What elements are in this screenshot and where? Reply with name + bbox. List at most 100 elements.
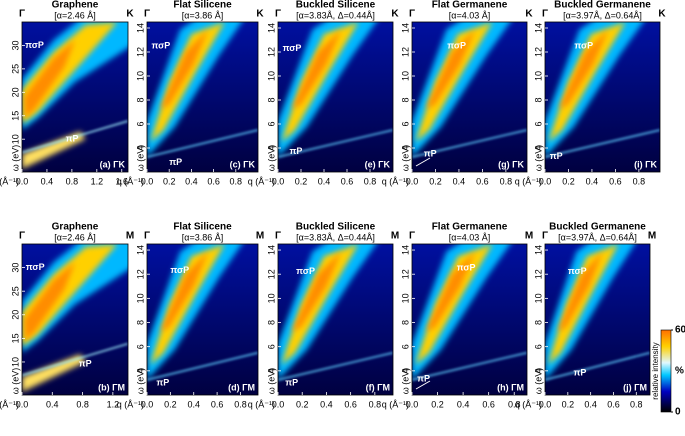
x-tick-label: 0.0	[539, 399, 552, 409]
annotation: πP	[66, 134, 79, 144]
x-tick-label: 0.2	[296, 399, 309, 409]
start-label: Γ	[144, 231, 150, 242]
x-tick-label: 0.0	[406, 399, 419, 409]
x-axis-label: q (Å⁻¹)	[0, 176, 19, 186]
chart-subtitle: [α=4.03 Å]	[449, 232, 490, 242]
y-axis-label: ω (eV)	[266, 368, 276, 395]
x-tick-label: 0.6	[207, 176, 220, 186]
band	[412, 351, 527, 381]
y-axis-label: ω (eV)	[533, 145, 543, 172]
intensity-region	[278, 244, 377, 380]
y-tick-label: 8	[533, 320, 543, 325]
start-label: Γ	[542, 9, 548, 20]
x-tick-label: 0.8	[508, 399, 521, 409]
panel: Graphene[α=2.46 Å] Γ K (a) ΓK πσP πP 0.0 0.4 0.8…	[0, 0, 134, 186]
x-tick-label: 0.0	[272, 399, 285, 409]
chart-title: Buckled Silicene	[296, 0, 376, 11]
y-tick-label: 8	[266, 320, 276, 325]
y-tick-label: 14	[266, 23, 276, 33]
chart-subtitle: [α=3.83Å, Δ=0.44Å]	[296, 232, 375, 242]
intensity-region	[545, 244, 635, 380]
y-tick-label: 4	[533, 145, 543, 150]
annotation: πσP	[447, 40, 466, 50]
y-tick-label: 6	[400, 344, 410, 349]
start-label: Γ	[19, 231, 25, 242]
intensity-region	[548, 22, 626, 142]
intensity-region	[22, 131, 86, 169]
x-tick-label: 1.2	[107, 399, 120, 409]
y-axis-label: ω (eV)	[533, 368, 543, 395]
intensity-region	[147, 22, 242, 157]
intensity-region	[22, 244, 128, 353]
x-tick-label: 0.4	[187, 399, 200, 409]
x-axis-label: q (Å⁻¹)	[248, 176, 275, 186]
x-tick-label: 0.0	[539, 176, 552, 186]
end-label: M	[525, 231, 533, 242]
y-tick-label: 8	[400, 320, 410, 325]
colorbar	[660, 329, 672, 413]
y-tick-label: 6	[266, 344, 276, 349]
intensity-region	[545, 22, 644, 157]
y-tick-label: 12	[400, 269, 410, 279]
x-tick-label: 0.4	[46, 399, 59, 409]
band	[278, 129, 393, 158]
intensity-region	[150, 244, 225, 365]
x-tick-label: 0.8	[66, 176, 79, 186]
panel: Buckled Silicene[α=3.83Å, Δ=0.44Å]Γ M(f) …	[248, 222, 399, 410]
colorbar-tick-label: 0	[675, 407, 681, 418]
y-tick-label: 6	[266, 121, 276, 126]
y-axis-label: ω (eV)	[135, 368, 145, 395]
x-tick-label: 0.8	[633, 176, 646, 186]
chart-title: Flat Silicene	[173, 222, 232, 233]
x-axis-label: q (Å⁻¹)	[248, 399, 275, 409]
x-tick-label: 0.4	[318, 176, 331, 186]
x-tick-label: 0.6	[609, 176, 622, 186]
y-tick-label: 12	[533, 47, 543, 57]
x-tick-label: 0.8	[230, 176, 243, 186]
y-tick-label: 12	[400, 47, 410, 57]
chart-subtitle: [α=3.97Å, Δ=0.64Å]	[563, 10, 642, 20]
intensity-region	[291, 29, 342, 109]
y-tick-label: 14	[135, 245, 145, 255]
x-tick-label: 0.8	[364, 176, 377, 186]
y-axis-label: ω (eV)	[135, 145, 145, 172]
x-tick-label: 0.6	[344, 399, 357, 409]
y-tick-label: 4	[400, 145, 410, 150]
x-tick-label: 0.2	[562, 176, 575, 186]
y-tick-label: 14	[135, 23, 145, 33]
panel-label: (e) ΓK	[365, 159, 391, 169]
y-tick-label: 4	[135, 145, 145, 150]
panel: Flat Germanene[α=4.03 Å]Γ M(h) ΓMπσPπP0.0…	[382, 222, 533, 410]
chart-subtitle: [α=2.46 Å]	[54, 232, 95, 242]
plot-frame	[411, 21, 528, 173]
chart-subtitle: [α=3.83Å, Δ=0.44Å]	[296, 10, 375, 20]
plot-frame	[21, 243, 129, 396]
panel: Flat Germanene[α=4.03 Å]Γ K(g) ΓKπσPπP0.0…	[382, 0, 534, 186]
x-tick-label: 0.4	[320, 399, 333, 409]
chart-title: Buckled Germanene	[549, 222, 646, 233]
x-tick-label: 0.2	[163, 176, 176, 186]
intensity-region	[160, 251, 209, 332]
y-tick-label: 14	[533, 23, 543, 33]
panel: Buckled Germanene[α=3.97Å, Δ=0.64Å]Γ M(j)…	[515, 222, 656, 410]
x-tick-label: 1.2	[91, 176, 104, 186]
annotation: πP	[169, 157, 182, 167]
y-tick-label: 12	[135, 47, 145, 57]
x-tick-label: 0.0	[141, 399, 154, 409]
y-tick-label: 10	[400, 71, 410, 81]
end-label: K	[256, 9, 264, 20]
x-tick-label: 0.0	[141, 176, 154, 186]
chart-subtitle: [α=2.46 Å]	[54, 10, 95, 20]
band	[147, 129, 258, 158]
arrow	[415, 157, 431, 167]
start-label: Γ	[144, 9, 150, 20]
y-axis-label: ω (eV)	[400, 145, 410, 172]
annotation: πσP	[568, 266, 587, 276]
intensity-region	[412, 22, 511, 157]
x-tick-label: 0.8	[630, 399, 643, 409]
x-tick-label: 0.4	[185, 176, 198, 186]
x-tick-label: 0.0	[406, 176, 419, 186]
band	[22, 342, 128, 377]
y-tick-label: 10	[10, 134, 20, 144]
plot-frame	[411, 243, 528, 396]
